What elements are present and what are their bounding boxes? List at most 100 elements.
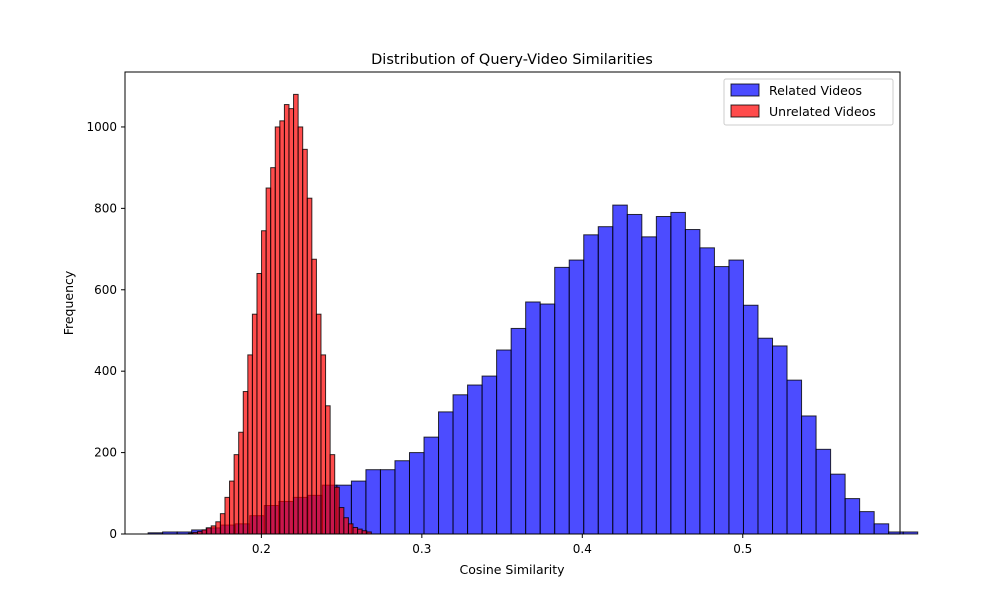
histogram-bar bbox=[334, 486, 340, 535]
histogram-bar bbox=[568, 259, 585, 535]
histogram-bar bbox=[347, 523, 354, 535]
histogram-bar bbox=[670, 211, 686, 535]
histogram-bar bbox=[583, 234, 599, 535]
y-tick-label: 1000 bbox=[86, 120, 117, 134]
histogram-bar bbox=[293, 93, 299, 535]
histogram-bar bbox=[350, 480, 367, 535]
legend-swatch-related bbox=[730, 83, 760, 97]
histogram-bar bbox=[229, 480, 235, 535]
histogram-bar bbox=[365, 469, 381, 535]
histogram-bar bbox=[270, 167, 276, 535]
histogram-bar bbox=[626, 213, 643, 535]
histogram-bar bbox=[742, 304, 759, 535]
series-related-bars bbox=[147, 204, 919, 535]
y-tick-label: 400 bbox=[94, 364, 117, 378]
y-axis-label: Frequency bbox=[61, 270, 76, 335]
y-tick-label: 0 bbox=[109, 527, 117, 541]
histogram-bar bbox=[201, 529, 208, 535]
histogram-bar bbox=[274, 126, 281, 535]
histogram-bar bbox=[283, 104, 290, 535]
histogram-bar bbox=[256, 272, 263, 535]
series-unrelated-bars bbox=[187, 93, 372, 535]
histogram-bar bbox=[801, 415, 817, 535]
histogram-bar bbox=[251, 313, 258, 535]
histogram-bar bbox=[597, 226, 614, 535]
x-tick-label: 0.3 bbox=[412, 542, 431, 556]
histogram-bar bbox=[224, 496, 231, 535]
histogram-bar bbox=[311, 258, 317, 535]
histogram-bar bbox=[315, 313, 322, 535]
histogram-bar bbox=[772, 345, 788, 535]
chart-title: Distribution of Query-Video Similarities bbox=[371, 52, 653, 68]
histogram-bar bbox=[233, 454, 240, 535]
histogram-bar bbox=[757, 337, 774, 535]
histogram-bar bbox=[343, 517, 349, 535]
histogram-bar bbox=[830, 473, 846, 535]
y-axis-ticks: 0 200 400 600 800 1000 bbox=[86, 120, 125, 541]
histogram-bar bbox=[481, 375, 498, 535]
histogram-bar bbox=[320, 354, 327, 535]
histogram-bar bbox=[786, 379, 803, 535]
histogram-bar bbox=[496, 349, 512, 535]
bars-layer bbox=[147, 93, 919, 535]
histogram-bar bbox=[873, 523, 890, 535]
histogram-bar bbox=[238, 431, 244, 535]
histogram-bar bbox=[452, 394, 469, 535]
histogram-bar bbox=[408, 452, 425, 535]
histogram-bar bbox=[247, 354, 253, 535]
histogram-bar bbox=[302, 148, 308, 535]
x-tick-label: 0.2 bbox=[252, 542, 271, 556]
histogram-bar bbox=[655, 216, 672, 535]
histogram-bar bbox=[329, 454, 336, 535]
histogram-bar bbox=[261, 230, 267, 535]
histogram-bar bbox=[210, 525, 217, 535]
legend-label-unrelated: Unrelated Videos bbox=[769, 104, 876, 119]
histogram-bar bbox=[215, 521, 221, 535]
histogram-bar bbox=[338, 507, 345, 535]
histogram-bar bbox=[859, 511, 875, 535]
histogram-bar bbox=[394, 460, 410, 535]
histogram-bar bbox=[423, 436, 440, 535]
histogram-bar bbox=[325, 405, 331, 535]
histogram-bar bbox=[728, 259, 744, 535]
histogram-bar bbox=[242, 391, 249, 535]
histogram-bar bbox=[206, 527, 212, 535]
y-tick-label: 200 bbox=[94, 446, 117, 460]
histogram-bar bbox=[306, 197, 313, 535]
y-tick-label: 600 bbox=[94, 283, 117, 297]
x-axis-label: Cosine Similarity bbox=[459, 562, 565, 577]
legend-box bbox=[723, 78, 894, 126]
histogram-bar bbox=[525, 301, 541, 535]
histogram-bar bbox=[539, 303, 556, 535]
histogram-bar bbox=[288, 108, 295, 535]
histogram-bar bbox=[641, 236, 657, 535]
histogram-bar bbox=[352, 526, 359, 535]
histogram-bar bbox=[684, 229, 701, 535]
histogram-bar bbox=[219, 513, 226, 535]
histogram-bar bbox=[713, 266, 730, 535]
x-tick-label: 0.5 bbox=[733, 542, 752, 556]
legend-label-related: Related Videos bbox=[769, 83, 862, 98]
x-axis-ticks: 0.2 0.3 0.4 0.5 bbox=[252, 534, 752, 556]
histogram-bar bbox=[612, 204, 628, 535]
histogram-bar bbox=[357, 528, 363, 535]
histogram-bar bbox=[554, 266, 570, 535]
x-tick-label: 0.4 bbox=[573, 542, 592, 556]
histogram-bar bbox=[815, 448, 832, 535]
legend: Related Videos Unrelated Videos bbox=[723, 78, 894, 126]
histogram-bar bbox=[844, 498, 861, 535]
plot-frame bbox=[124, 71, 901, 535]
legend-swatch-unrelated bbox=[730, 104, 760, 118]
histogram-bar bbox=[438, 411, 454, 535]
histogram-bar bbox=[379, 469, 396, 535]
histogram-bar bbox=[297, 126, 304, 535]
histogram-bar bbox=[265, 187, 272, 535]
histogram-bar bbox=[467, 384, 483, 535]
histogram-bar bbox=[279, 120, 285, 535]
y-tick-label: 800 bbox=[94, 201, 117, 215]
histogram-bar bbox=[510, 327, 527, 535]
histogram-bar bbox=[902, 531, 919, 535]
histogram-bar bbox=[699, 247, 715, 535]
